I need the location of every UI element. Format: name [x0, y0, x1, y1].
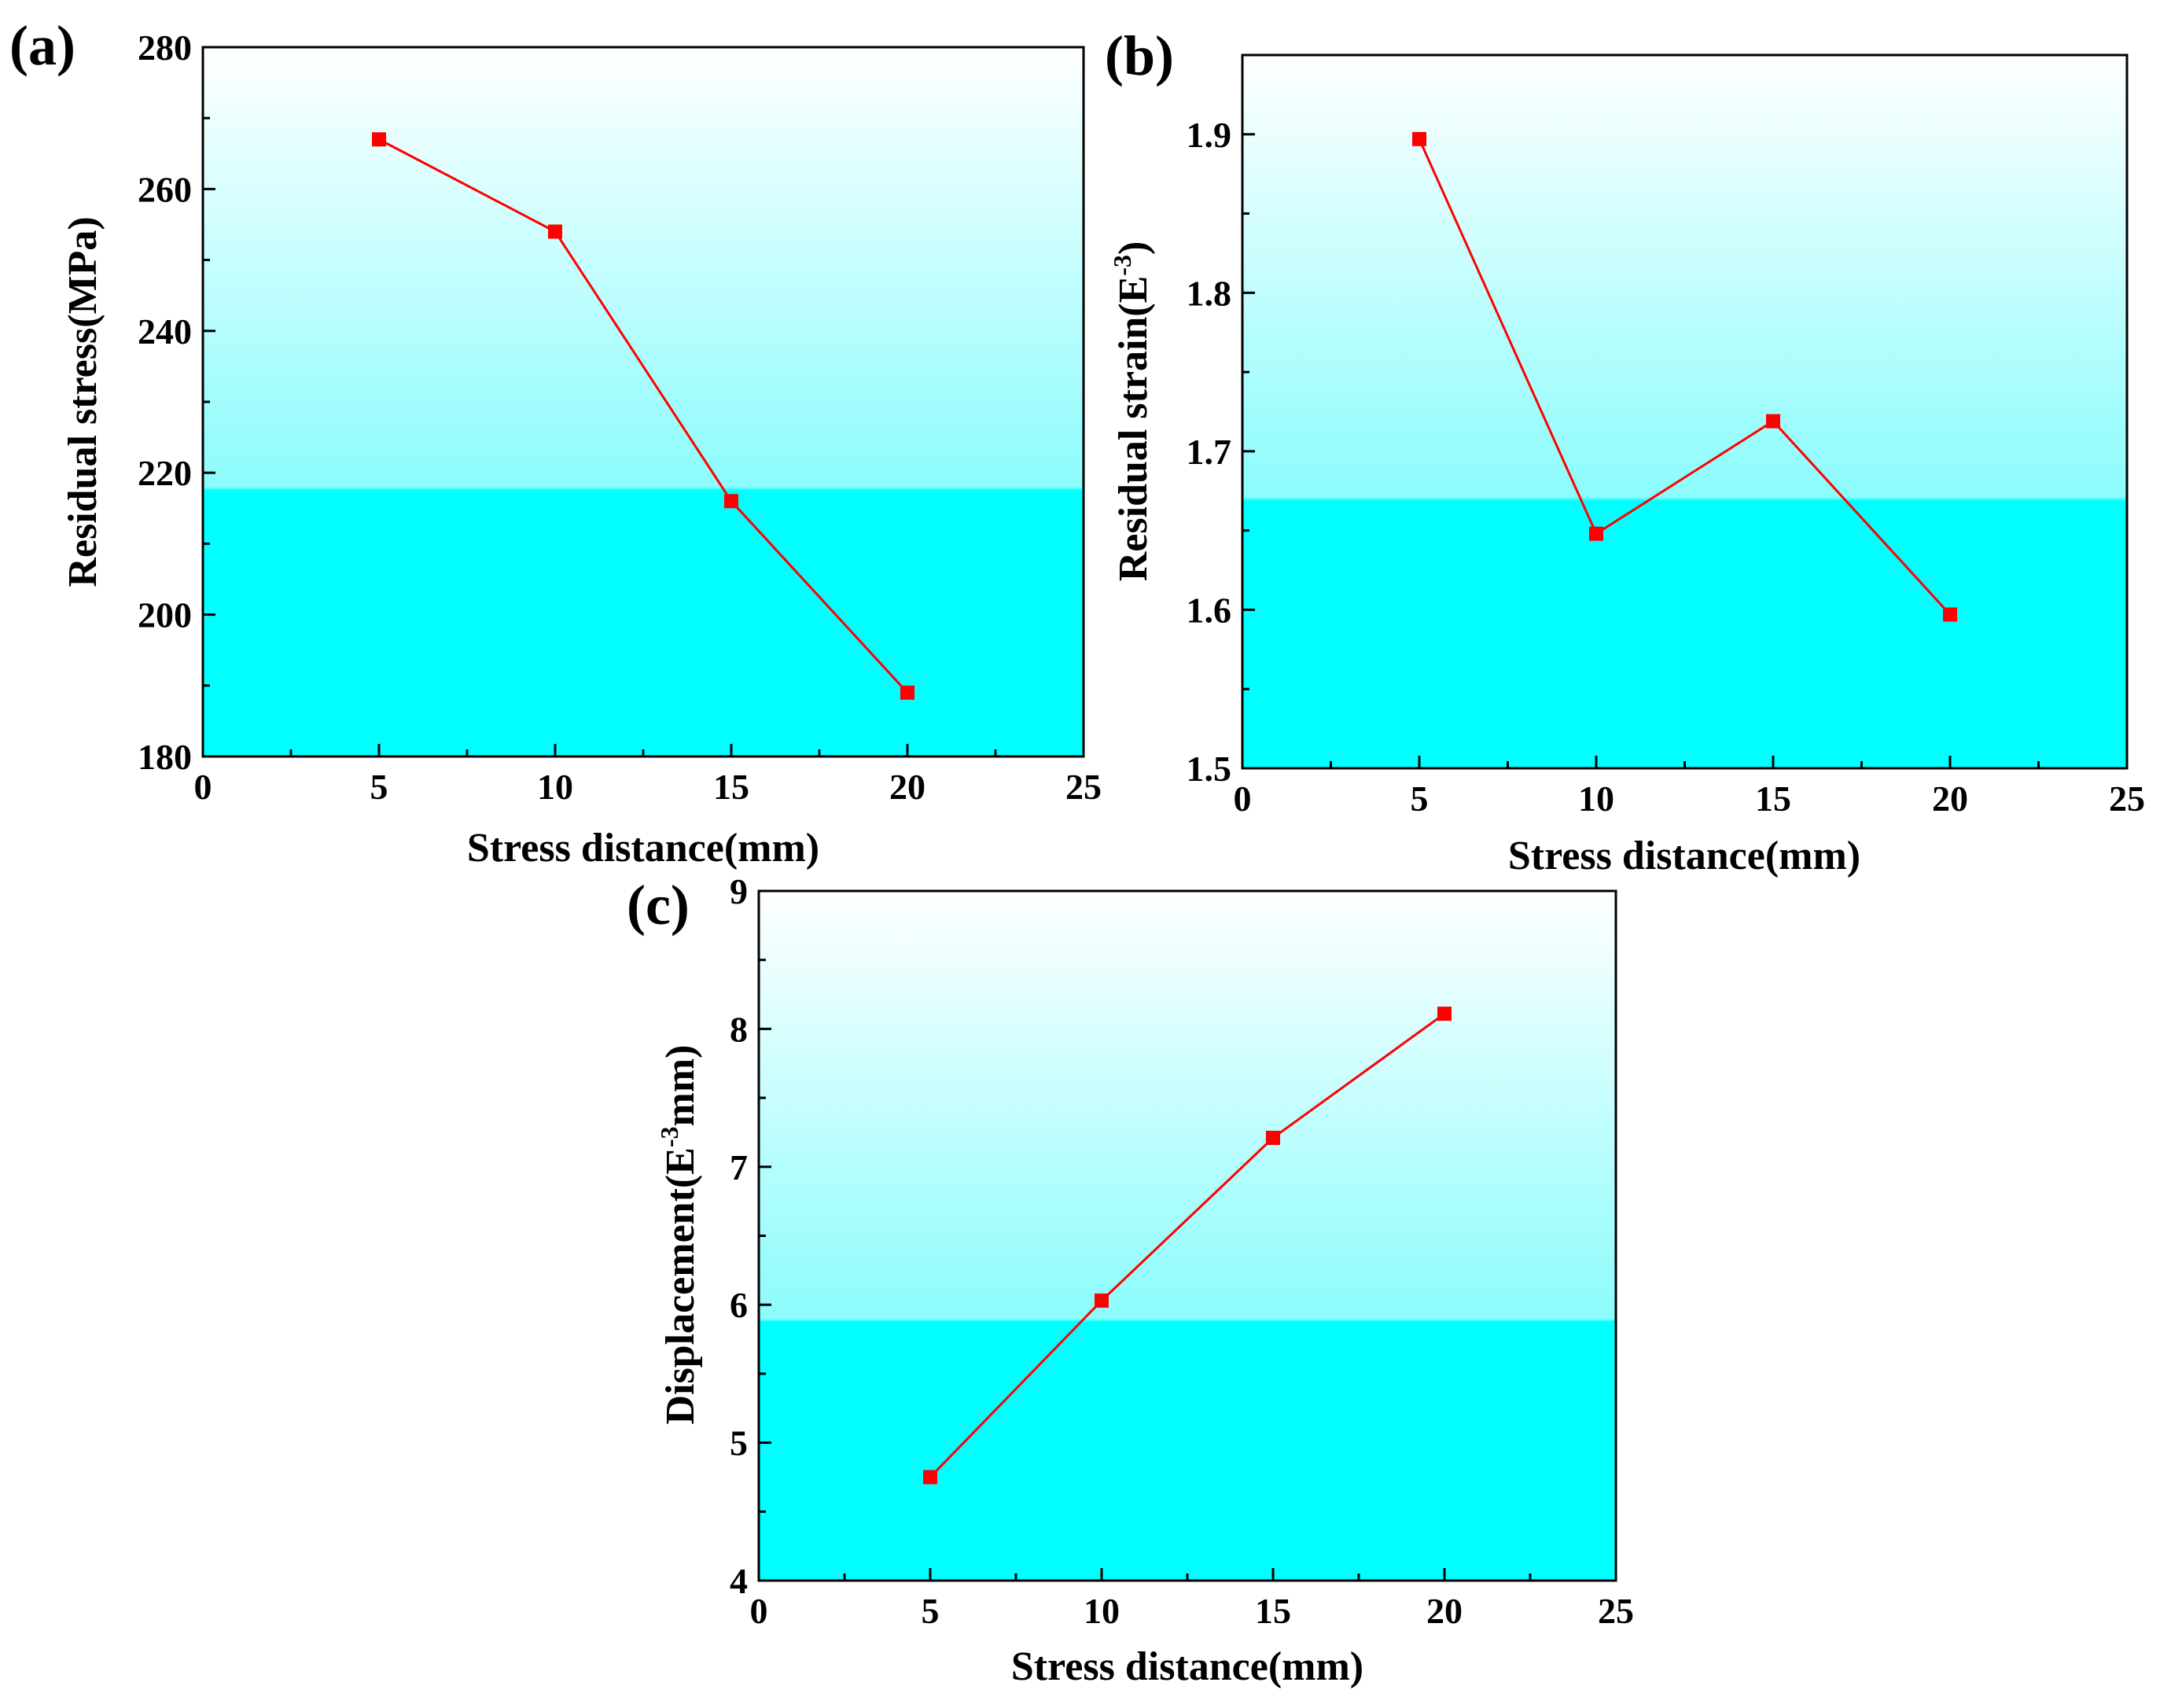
- series-b: [1412, 131, 1957, 622]
- y-tick-label-a-0: 180: [138, 737, 192, 777]
- x-tick-label-b-0: 0: [1234, 779, 1252, 819]
- y-tick-label-b-4: 1.9: [1187, 115, 1232, 155]
- x-tick-label-a-4: 20: [889, 767, 925, 807]
- series-line-a: [378, 138, 909, 694]
- y-tick-label-b-0: 1.5: [1187, 749, 1232, 789]
- x-axis-title-b: Stress distance(mm): [1508, 834, 1860, 878]
- panel-label-b: (b): [1105, 24, 1174, 87]
- panel-label-c: (c): [627, 874, 690, 937]
- series-c: [923, 1007, 1452, 1485]
- series-a: [372, 132, 914, 700]
- ticks-b: 0 5 10 15 20 25 1.5 1.6 1.7 1.8 1.9: [1187, 53, 2145, 819]
- data-point-c-2: [1266, 1130, 1280, 1145]
- x-tick-label-c-4: 20: [1426, 1591, 1463, 1631]
- x-tick-label-b-5: 25: [2109, 779, 2145, 819]
- x-tick-label-b-4: 20: [1932, 779, 1968, 819]
- series-line-c: [929, 1012, 1445, 1478]
- plot-frame-a: [201, 46, 1085, 758]
- x-tick-label-c-3: 15: [1255, 1591, 1291, 1631]
- plot-area-c: [759, 891, 1616, 1581]
- data-point-a-3: [900, 685, 914, 700]
- x-tick-label-c-2: 10: [1084, 1591, 1120, 1631]
- y-tick-label-b-1: 1.6: [1187, 590, 1232, 630]
- data-point-c-3: [1437, 1007, 1452, 1021]
- data-point-c-1: [1095, 1293, 1109, 1308]
- x-tick-label-c-0: 0: [750, 1591, 768, 1631]
- x-axis-title-a: Stress distance(mm): [467, 826, 819, 871]
- y-tick-label-a-5: 280: [138, 28, 192, 68]
- y-tick-label-a-1: 200: [138, 595, 192, 635]
- x-axis-title-c: Stress distance(mm): [1011, 1644, 1363, 1689]
- x-tick-label-c-1: 5: [922, 1591, 940, 1631]
- data-point-b-2: [1766, 414, 1780, 429]
- y-tick-label-c-2: 6: [730, 1285, 748, 1325]
- y-axis-title-b: Residual strain(E-3): [1108, 241, 1156, 582]
- data-point-a-1: [548, 224, 562, 239]
- panel-label-a: (a): [9, 14, 75, 77]
- series-line-b: [1418, 138, 1952, 616]
- y-tick-label-a-4: 260: [138, 169, 192, 209]
- y-tick-label-c-4: 8: [730, 1009, 748, 1049]
- chart-panel-b: 0 5 10 15 20 25 1.5 1.6 1.7 1.8 1.9 (b) Stress dis…: [1105, 24, 2145, 878]
- y-tick-label-b-2: 1.7: [1187, 432, 1232, 472]
- ticks-c: 0 5 10 15 20 25 4 5 6 7 8 9: [730, 871, 1634, 1631]
- x-tick-label-a-2: 10: [537, 767, 573, 807]
- plot-frame-b: [1241, 53, 2129, 770]
- x-tick-label-c-5: 25: [1598, 1591, 1634, 1631]
- y-tick-label-a-2: 220: [138, 453, 192, 493]
- data-point-b-0: [1412, 131, 1426, 146]
- data-point-b-1: [1589, 526, 1603, 541]
- plot-area-b: [1242, 55, 2127, 768]
- y-tick-label-a-3: 240: [138, 311, 192, 352]
- data-point-a-2: [724, 494, 738, 509]
- y-tick-label-c-0: 4: [730, 1561, 748, 1601]
- chart-panel-a: 0 5 10 15 20 25 180 200 220 240 260 280 (a) Stress …: [9, 14, 1102, 871]
- plot-frame-c: [757, 889, 1617, 1582]
- y-tick-label-c-3: 7: [730, 1147, 748, 1187]
- x-tick-label-b-3: 15: [1755, 779, 1791, 819]
- x-tick-label-a-5: 25: [1065, 767, 1102, 807]
- y-axis-title-a: Residual stress(MPa): [61, 216, 105, 587]
- y-tick-label-c-5: 9: [730, 871, 748, 911]
- chart-panel-c: 0 5 10 15 20 25 4 5 6 7 8 9 (c) Stress distance(mm)…: [627, 871, 1634, 1689]
- y-tick-label-c-1: 5: [730, 1423, 748, 1463]
- data-point-b-3: [1943, 607, 1957, 622]
- x-tick-label-a-0: 0: [194, 767, 212, 807]
- x-tick-label-b-1: 5: [1411, 779, 1429, 819]
- plot-area-a: [203, 47, 1084, 756]
- y-axis-title-c: Displacement(E-3mm): [655, 1044, 703, 1424]
- x-tick-label-b-2: 10: [1578, 779, 1614, 819]
- data-point-a-0: [372, 132, 386, 147]
- x-tick-label-a-3: 15: [713, 767, 749, 807]
- x-tick-label-a-1: 5: [370, 767, 388, 807]
- y-tick-label-b-3: 1.8: [1187, 273, 1232, 313]
- data-point-c-0: [923, 1470, 937, 1485]
